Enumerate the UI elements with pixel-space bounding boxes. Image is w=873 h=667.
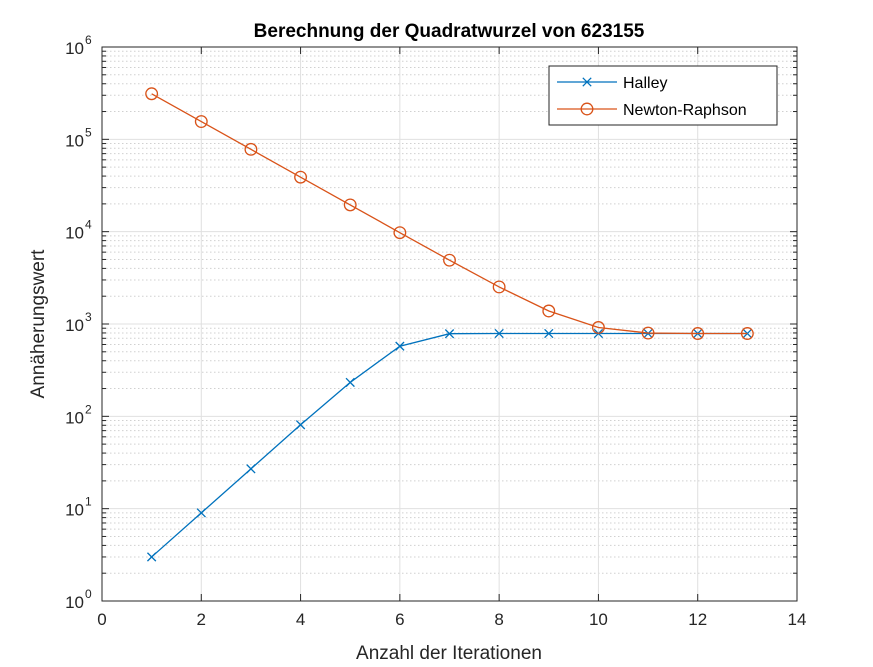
- series-point: [246, 464, 256, 474]
- y-tick-label: 10: [65, 316, 84, 335]
- x-tick-label: 0: [97, 610, 106, 629]
- x-tick-label: 10: [589, 610, 608, 629]
- series-point: [443, 253, 456, 267]
- y-tick-exponent: 6: [85, 33, 92, 47]
- series-point: [544, 328, 554, 339]
- y-axis-label: Annäherungswert: [28, 249, 49, 399]
- x-tick-label: 14: [788, 610, 807, 629]
- x-axis-label: Anzahl der Iterationen: [356, 643, 542, 664]
- series-point: [740, 327, 754, 340]
- series-point: [494, 328, 504, 339]
- marker-stroke: [146, 552, 157, 562]
- y-tick-label: 10: [65, 408, 84, 427]
- series-point: [395, 341, 405, 351]
- x-tick-label: 12: [688, 610, 707, 629]
- y-tick-exponent: 5: [85, 125, 92, 139]
- x-tick-label: 6: [395, 610, 404, 629]
- legend: Halley Newton-Raphson: [548, 65, 778, 126]
- series-point: [244, 142, 258, 156]
- series-point: [591, 321, 605, 334]
- y-tick-exponent: 1: [85, 495, 92, 509]
- legend-label: Halley: [623, 75, 667, 92]
- legend-marker: [582, 77, 592, 87]
- series-point: [145, 87, 159, 101]
- y-tick-exponent: 2: [85, 402, 92, 416]
- marker-stroke: [196, 508, 206, 518]
- marker-stroke: [395, 341, 405, 351]
- x-tick-label: 2: [197, 610, 206, 629]
- series-point: [343, 198, 357, 212]
- marker-stroke: [444, 329, 455, 339]
- legend-entry: Halley: [557, 75, 667, 92]
- y-tick-label: 10: [65, 224, 84, 243]
- series-point: [542, 304, 556, 318]
- series-point: [691, 327, 705, 340]
- chart-title: Berechnung der Quadratwurzel von 623155: [254, 21, 645, 42]
- marker-stroke: [345, 377, 355, 388]
- series-point: [294, 170, 308, 184]
- y-tick-label: 10: [65, 131, 84, 150]
- marker-stroke: [544, 328, 554, 339]
- x-tick-label: 8: [494, 610, 503, 629]
- legend-label: Newton-Raphson: [623, 102, 747, 119]
- series-point: [492, 280, 506, 294]
- marker-stroke: [246, 464, 256, 474]
- legend-marker: [580, 102, 594, 116]
- x-tick-label: 4: [296, 610, 305, 629]
- x-axis-ticks: 0 2 4 6 8 10 12 14: [97, 47, 806, 629]
- y-tick-exponent: 4: [85, 218, 92, 232]
- series-point: [196, 508, 206, 518]
- series-point: [393, 226, 407, 240]
- series-point: [345, 377, 355, 388]
- series-line: [151, 93, 748, 335]
- y-tick-exponent: 0: [85, 587, 92, 601]
- legend-entry: Newton-Raphson: [557, 102, 747, 119]
- y-tick-label: 10: [65, 593, 84, 612]
- series-point: [295, 420, 306, 430]
- series-point: [194, 115, 208, 129]
- series-layer: [145, 87, 754, 562]
- series-point: [444, 329, 455, 339]
- marker-stroke: [295, 420, 306, 430]
- marker-stroke: [494, 328, 504, 339]
- y-tick-label: 10: [65, 501, 84, 520]
- y-tick-exponent: 3: [85, 310, 92, 324]
- y-tick-label: 10: [65, 39, 84, 58]
- series-point: [641, 326, 655, 340]
- series-point: [146, 552, 157, 562]
